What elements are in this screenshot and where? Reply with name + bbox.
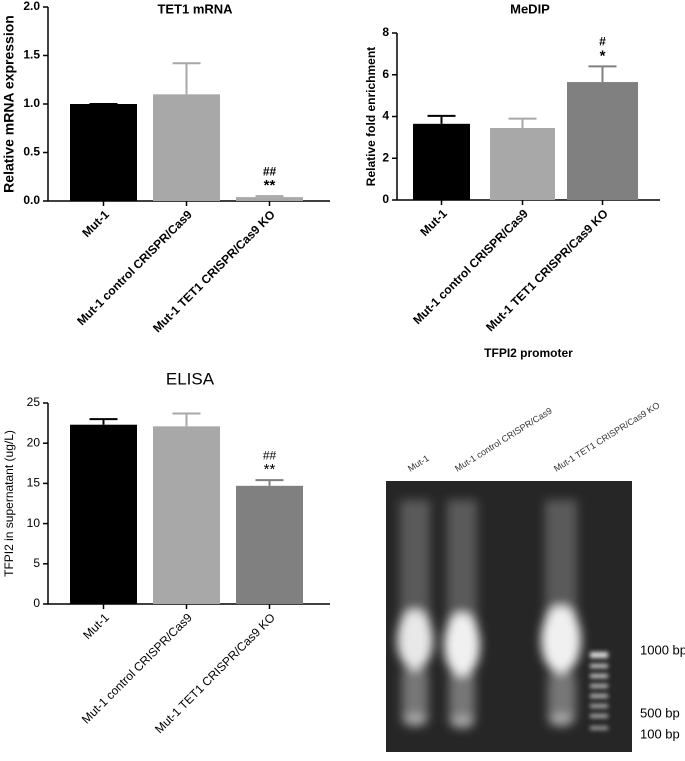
bar xyxy=(153,94,220,201)
y-tick-label: 1.0 xyxy=(23,96,40,110)
y-tick-label: 15 xyxy=(27,476,41,490)
significance-mark: ** xyxy=(264,461,276,478)
bar xyxy=(70,104,137,201)
x-axis-label: TFPI2 promoter xyxy=(484,346,573,360)
y-tick-label: 20 xyxy=(27,435,41,449)
y-tick-label: 0 xyxy=(382,192,389,206)
y-tick-label: 0 xyxy=(33,596,40,610)
y-tick-label: 0.5 xyxy=(23,145,40,159)
significance-mark: ## xyxy=(263,448,277,462)
chart-title: TET1 mRNA xyxy=(157,1,233,16)
y-tick-label: 10 xyxy=(27,516,41,530)
lane-label: Mut-1 TET1 CRISPR/Cas9 KO xyxy=(552,400,662,474)
bar xyxy=(490,127,555,200)
size-marker-label: 1000 bp xyxy=(640,642,685,657)
y-tick-label: 4 xyxy=(382,109,389,123)
y-tick-label: 8 xyxy=(382,25,389,39)
gel-image xyxy=(386,481,632,752)
y-axis-label: Relative fold enrichment xyxy=(364,47,378,186)
bar xyxy=(153,426,220,604)
lane-label: Mut-1 control CRISPR/Cas9 xyxy=(453,406,554,474)
significance-mark: ## xyxy=(263,164,277,178)
y-tick-label: 25 xyxy=(27,395,41,409)
y-tick-label: 5 xyxy=(33,556,40,570)
bar xyxy=(70,424,137,604)
y-tick-label: 1.5 xyxy=(23,48,40,62)
y-axis-label: Relative mRNA expression xyxy=(1,15,17,193)
x-tick-label: Mut-1 xyxy=(79,207,112,240)
size-marker-label: 500 bp xyxy=(640,705,680,720)
x-tick-label: Mut-1 xyxy=(417,206,450,239)
bar xyxy=(236,197,303,201)
x-tick-label: Mut-1 xyxy=(80,610,112,642)
size-marker-label: 100 bp xyxy=(640,726,680,741)
y-tick-label: 6 xyxy=(382,67,389,81)
gel-ladder xyxy=(590,652,608,730)
y-tick-label: 2.0 xyxy=(23,0,40,13)
y-axis-label: TFPI2 in supernatant (ug/L) xyxy=(2,430,16,577)
significance-mark: # xyxy=(599,35,606,49)
bar xyxy=(413,123,470,200)
chart-title: MeDIP xyxy=(510,1,550,16)
bar xyxy=(567,82,638,200)
lane-label: Mut-1 xyxy=(406,453,431,474)
gel-smears xyxy=(397,500,581,728)
chart-title: ELISA xyxy=(166,369,215,388)
significance-mark: ** xyxy=(264,177,276,194)
y-tick-label: 0.0 xyxy=(23,193,40,207)
significance-mark: * xyxy=(600,47,606,64)
bar xyxy=(236,485,303,604)
y-tick-label: 2 xyxy=(382,150,389,164)
